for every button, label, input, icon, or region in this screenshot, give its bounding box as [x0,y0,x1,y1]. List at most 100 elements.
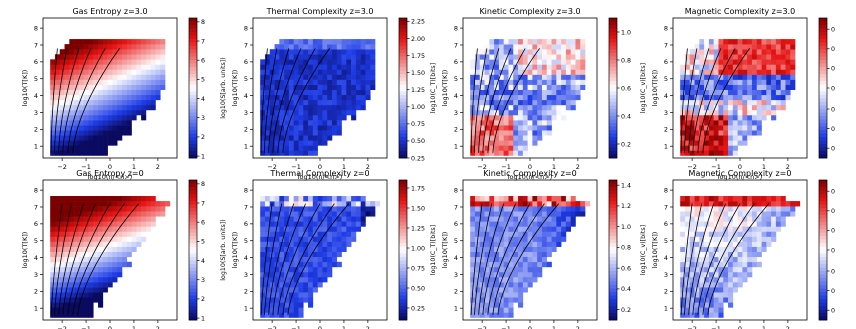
heatmap-cell [145,221,151,227]
heatmap-cell [322,109,328,116]
heatmap-cell [59,130,65,136]
heatmap-cell [527,282,533,288]
y-tick-label: 6 [664,58,668,66]
heatmap-cell [756,196,762,202]
heatmap-cell [718,282,724,288]
heatmap-cell [728,140,734,146]
heatmap-cell [112,44,118,50]
y-tick-label: 5 [244,237,248,245]
heatmap-cell [59,206,65,212]
heatmap-cell [117,114,123,121]
heatmap-cell [298,206,304,212]
heatmap-cell [112,271,118,278]
heatmap-cell [107,44,113,50]
heatmap-cell [580,64,586,70]
heatmap-cell [269,276,275,283]
heatmap-cell [264,231,271,237]
heatmap-cell [522,282,528,288]
heatmap-cell [732,44,738,50]
heatmap-cell [83,125,89,131]
heatmap-cell [498,130,504,136]
x-tick-label: −2 [477,325,487,329]
heatmap-cell [556,216,562,222]
heatmap-cell [747,59,753,65]
contour-line [50,203,63,315]
heatmap-cell [370,69,376,75]
heatmap-cell [78,99,84,106]
heatmap-cell [64,125,70,131]
heatmap-cell [728,216,734,222]
heatmap-cell [541,221,548,227]
heatmap-cell [98,49,104,55]
heatmap-cell [718,39,724,45]
heatmap-cell [704,251,710,258]
contour-line [277,203,321,315]
colorbar-segment [189,109,197,113]
heatmap-cell [298,302,304,308]
heatmap-cell [713,125,719,131]
heatmap-cell [93,69,99,75]
heatmap-cell [522,109,528,116]
heatmap-cell [756,54,762,60]
heatmap-cell [518,302,524,308]
heatmap-cell [341,79,347,85]
y-tick-label: 1 [454,304,458,312]
heatmap-cell [680,150,686,156]
heatmap-cell [355,84,361,90]
heatmap-cell [751,125,758,131]
heatmap-cell [274,206,280,212]
heatmap-cell [107,104,113,111]
y-tick-label: 5 [34,237,38,245]
heatmap-cell [737,266,743,273]
heatmap-cell [317,226,323,232]
heatmap-cell [766,94,772,101]
heatmap-cell [83,150,89,156]
heatmap-cell [131,231,137,237]
heatmap-cell [274,196,280,202]
x-tick-label: −1 [291,325,301,329]
heatmap-cell [322,49,328,55]
heatmap-cell [718,201,724,207]
heatmap-cell [50,89,56,96]
heatmap-cell [88,276,94,283]
heatmap-cell [699,246,705,252]
colorbar-segment [609,77,617,82]
heatmap-cell [494,231,500,237]
heatmap-cell [503,145,509,151]
colorbar-tick-label: 1.00 [411,104,425,111]
heatmap-cell [341,64,347,70]
heatmap-cell [728,276,734,283]
heatmap-cell [54,125,61,131]
heatmap-cell [293,89,299,96]
heatmap-cell [498,44,504,50]
heatmap-cell [689,150,695,156]
heatmap-cell [370,54,376,60]
heatmap-cell [708,206,714,212]
colorbar-segment [189,95,197,99]
heatmap-cell [518,114,524,121]
heatmap-cell [503,104,509,111]
heatmap-cell [508,84,514,90]
heatmap-cell [69,104,75,111]
heatmap-cell [771,74,777,80]
heatmap-cell [160,69,166,75]
heatmap-cell [527,125,533,131]
heatmap-cell [498,125,504,131]
heatmap-cell [732,287,738,293]
heatmap-cell [341,104,347,111]
heatmap-cell [269,99,275,106]
heatmap-cell [484,276,490,283]
heatmap-cell [689,89,695,96]
heatmap-cell [713,59,719,65]
heatmap-cell [83,251,89,258]
heatmap-cell [126,84,132,90]
heatmap-cell [145,84,151,90]
heatmap-cell [489,79,495,85]
heatmap-cell [518,226,524,232]
heatmap-cell [766,221,772,227]
heatmap-cell [279,59,285,65]
heatmap-cell [355,196,361,202]
heatmap-cell [274,236,280,242]
heatmap-cell [680,276,686,283]
heatmap-cell [699,135,705,141]
